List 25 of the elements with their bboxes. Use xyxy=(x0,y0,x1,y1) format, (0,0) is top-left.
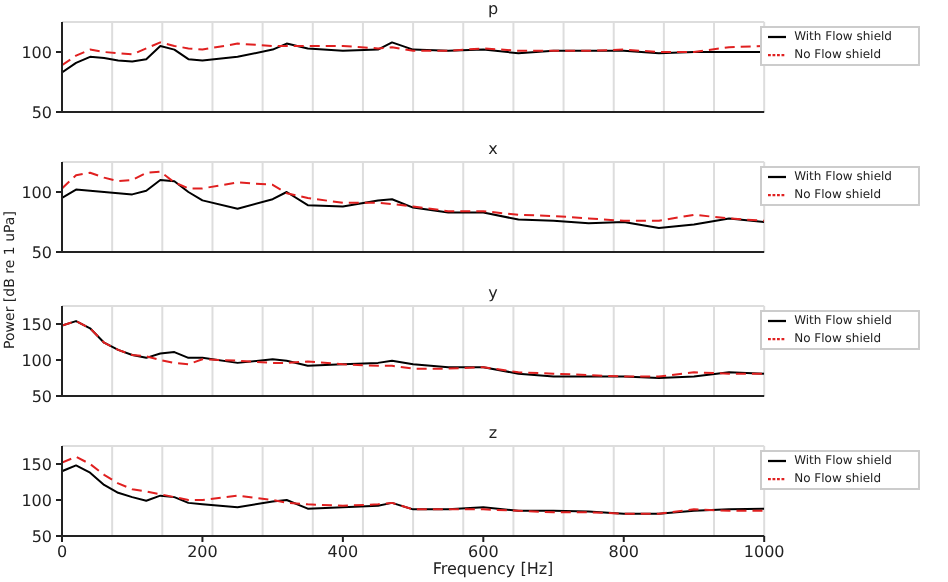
x-axis-title: Frequency [Hz] xyxy=(430,558,556,580)
y-tick-label: 150 xyxy=(21,315,52,334)
x-tick-label: 1000 xyxy=(743,543,785,562)
y-tick-label: 150 xyxy=(21,455,52,474)
x-tick-label: 0 xyxy=(56,543,68,562)
chart-title: z xyxy=(486,424,500,444)
y-tick-label: 50 xyxy=(31,243,52,262)
y-tick-label: 100 xyxy=(21,351,52,370)
x-tick-label: 400 xyxy=(327,543,359,562)
line-series xyxy=(62,179,765,229)
x-tick-label: 800 xyxy=(608,543,640,562)
y-tick-label: 100 xyxy=(21,43,52,62)
y-tick-label: 50 xyxy=(31,387,52,406)
chart-title: y xyxy=(486,284,500,304)
x-tick-label: 600 xyxy=(468,543,499,562)
chart-title: p xyxy=(485,0,501,20)
y-tick-label: 100 xyxy=(21,183,52,202)
x-tick-label: 200 xyxy=(187,543,218,562)
chart-title: x xyxy=(486,140,500,160)
line-series xyxy=(62,41,765,74)
y-tick-label: 50 xyxy=(31,527,52,546)
line-series xyxy=(62,41,765,67)
line-series xyxy=(62,170,765,222)
y-tick-label: 50 xyxy=(31,103,52,122)
y-tick-label: 100 xyxy=(21,491,52,510)
